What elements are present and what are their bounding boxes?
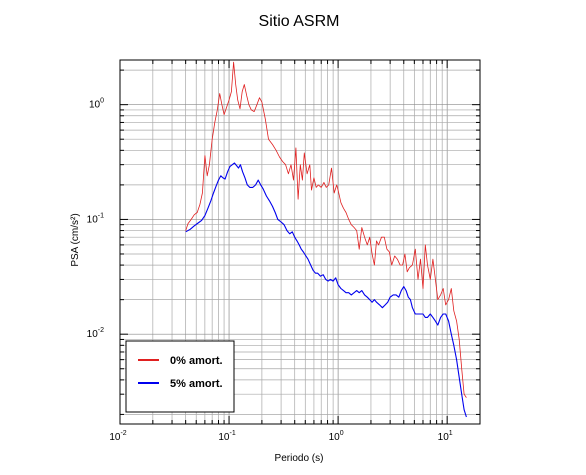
y-tick-label: 10-1 — [87, 212, 104, 225]
legend-box — [125, 340, 235, 413]
chart-title: Sitio ASRM — [259, 13, 340, 30]
y-tick-label: 100 — [89, 98, 104, 111]
x-tick-label: 100 — [329, 430, 344, 443]
series-line-red — [185, 61, 467, 398]
x-tick-label: 101 — [438, 430, 453, 443]
x-tick-label: 10-1 — [218, 430, 235, 443]
legend-label: 5% amort. — [170, 378, 223, 390]
legend-label: 0% amort. — [170, 355, 223, 367]
series-line-blue — [185, 162, 467, 418]
legend: 0% amort. 5% amort. — [125, 340, 235, 413]
x-axis-label: Periodo (s) — [275, 453, 324, 464]
y-tick-label: 10-2 — [87, 327, 104, 340]
grid — [119, 60, 481, 424]
y-tick-labels: 10-2 10-1 100 — [87, 98, 104, 341]
y-axis-label: PSA (cm/s²) — [70, 213, 81, 266]
x-tick-labels: 10-2 10-1 100 101 — [109, 430, 452, 443]
data-lines — [185, 61, 467, 418]
plot-frame — [119, 59, 481, 425]
x-tick-label: 10-2 — [109, 430, 126, 443]
